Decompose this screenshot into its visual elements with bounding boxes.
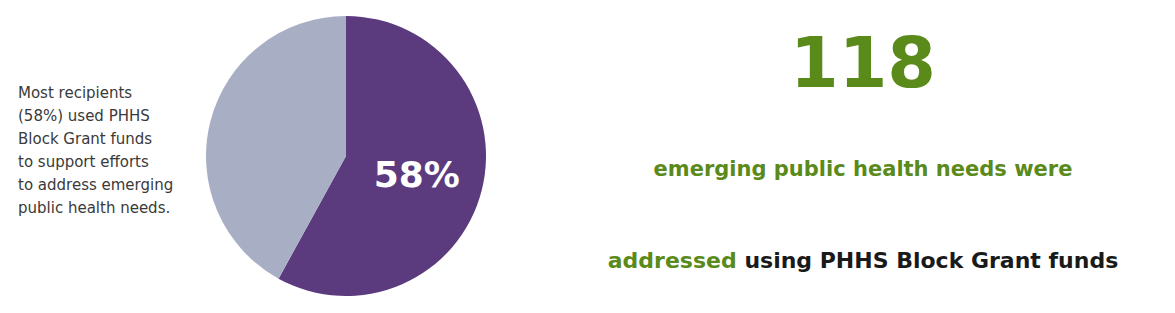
svg-text:to support efforts: to support efforts: [18, 153, 149, 171]
svg-text:public health needs.: public health needs.: [18, 199, 170, 217]
svg-text:58%: 58%: [374, 154, 460, 195]
svg-text:(58%) used PHHS: (58%) used PHHS: [18, 107, 150, 125]
svg-text:Block Grant funds: Block Grant funds: [18, 130, 152, 148]
svg-text:118: 118: [790, 22, 936, 104]
svg-text:addressed: addressed: [608, 248, 737, 273]
svg-text:to address emerging: to address emerging: [18, 176, 173, 194]
svg-text:using PHHS Block Grant funds: using PHHS Block Grant funds: [737, 248, 1119, 273]
svg-text:emerging public health needs w: emerging public health needs were: [654, 157, 1073, 181]
svg-text:Most recipients: Most recipients: [18, 84, 132, 102]
